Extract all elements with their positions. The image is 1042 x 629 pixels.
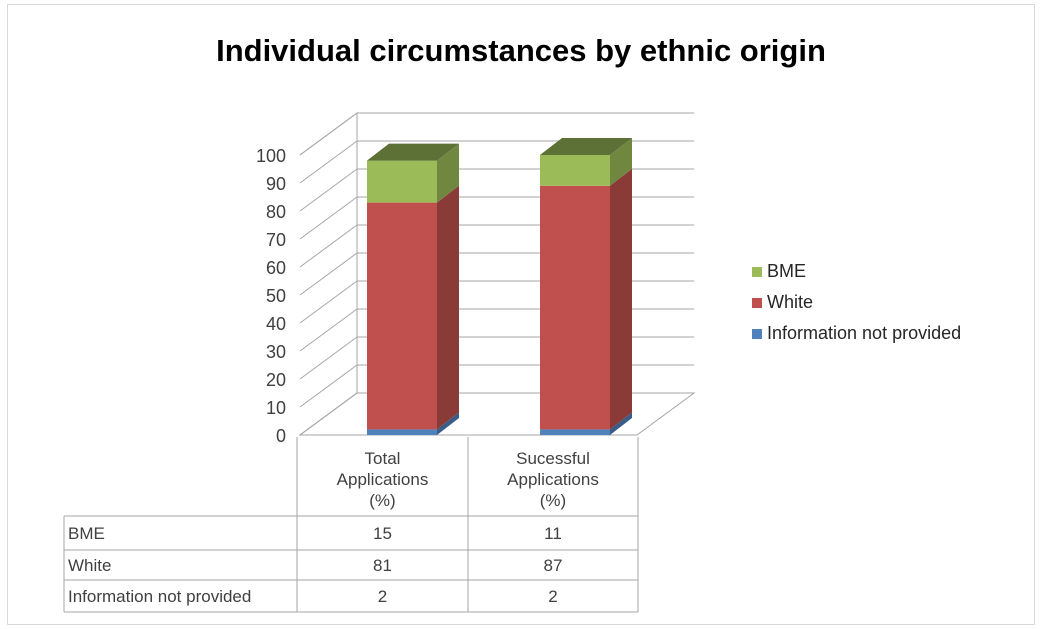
gridline-side bbox=[299, 168, 358, 212]
legend-label: Information not provided bbox=[767, 323, 962, 343]
legend-label: BME bbox=[767, 261, 807, 281]
gridline-side bbox=[299, 392, 358, 436]
gridline-side bbox=[299, 280, 358, 324]
gridline-side bbox=[299, 336, 358, 380]
chart-title: Individual circumstances by ethnic origi… bbox=[216, 33, 826, 68]
category-label: (%) bbox=[369, 491, 395, 510]
y-tick-label: 30 bbox=[266, 342, 286, 362]
floor bbox=[298, 392, 696, 436]
y-tick-label: 40 bbox=[266, 314, 286, 334]
table-value: 2 bbox=[548, 587, 557, 606]
bar-segment bbox=[367, 429, 437, 435]
bar-segment bbox=[540, 185, 610, 430]
bar-segment bbox=[540, 429, 610, 435]
bar-segment bbox=[540, 155, 610, 186]
y-tick-label: 10 bbox=[266, 398, 286, 418]
legend-swatch bbox=[752, 266, 762, 277]
gridline-side bbox=[299, 140, 358, 184]
category-label: (%) bbox=[540, 491, 566, 510]
bar-side bbox=[610, 168, 632, 430]
bar-side bbox=[610, 138, 632, 186]
chart-frame bbox=[7, 4, 1035, 625]
y-tick-label: 20 bbox=[266, 370, 286, 390]
gridline-side bbox=[299, 224, 358, 268]
gridline-side bbox=[299, 252, 358, 296]
table-value: 2 bbox=[378, 587, 387, 606]
bar-segment bbox=[367, 202, 437, 430]
y-tick-label: 100 bbox=[256, 146, 286, 166]
category-label: Sucessful bbox=[516, 449, 590, 468]
legend-label: White bbox=[767, 292, 814, 312]
gridline-side bbox=[299, 112, 358, 156]
legend-item: BME bbox=[752, 256, 961, 287]
y-tick-label: 60 bbox=[266, 258, 286, 278]
table-value: 15 bbox=[373, 524, 392, 543]
y-tick-label: 80 bbox=[266, 202, 286, 222]
category-label: Applications bbox=[507, 470, 599, 489]
table-row-label: White bbox=[68, 556, 111, 575]
y-tick-label: 50 bbox=[266, 286, 286, 306]
gridline-side bbox=[299, 196, 358, 240]
bar-top bbox=[540, 138, 632, 155]
table-value: 81 bbox=[373, 556, 392, 575]
legend-swatch bbox=[752, 297, 762, 308]
bar-side bbox=[437, 412, 459, 435]
legend-swatch bbox=[752, 328, 762, 339]
category-label: Applications bbox=[337, 470, 429, 489]
table-value: 11 bbox=[544, 524, 562, 543]
bar-side bbox=[437, 143, 459, 203]
bar-side bbox=[437, 185, 459, 430]
table-value: 87 bbox=[544, 556, 563, 575]
table-row-label: Information not provided bbox=[68, 587, 251, 606]
bar-segment bbox=[367, 160, 437, 203]
legend-item: Information not provided bbox=[752, 318, 961, 349]
legend-item: White bbox=[752, 287, 961, 318]
gridline-side bbox=[299, 308, 358, 352]
table-row-label: BME bbox=[68, 524, 105, 543]
y-tick-label: 0 bbox=[276, 426, 286, 446]
gridline-side bbox=[299, 364, 358, 408]
category-label: Total bbox=[365, 449, 401, 468]
chart-legend: BME White Information not provided bbox=[752, 256, 961, 349]
y-tick-label: 70 bbox=[266, 230, 286, 250]
bar-side bbox=[610, 412, 632, 435]
bar-top bbox=[367, 143, 459, 161]
y-tick-label: 90 bbox=[266, 174, 286, 194]
